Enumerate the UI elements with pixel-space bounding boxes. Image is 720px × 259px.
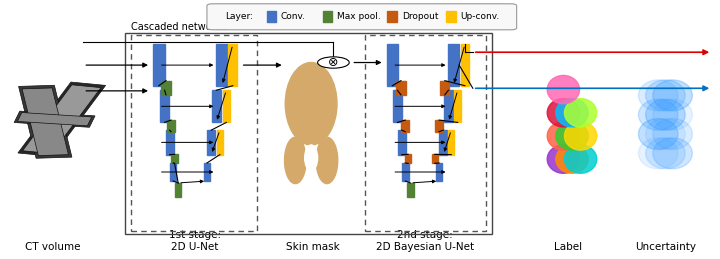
Bar — [461, 45, 469, 86]
Bar — [18, 82, 106, 156]
Ellipse shape — [639, 138, 678, 169]
FancyBboxPatch shape — [207, 4, 517, 30]
Bar — [446, 11, 456, 22]
Ellipse shape — [639, 119, 678, 149]
Bar — [392, 90, 402, 123]
Bar — [444, 90, 453, 123]
Ellipse shape — [646, 99, 685, 130]
Text: Up-conv.: Up-conv. — [461, 12, 500, 21]
Bar — [167, 120, 175, 132]
Bar — [402, 163, 408, 181]
Bar — [396, 81, 405, 95]
Bar — [216, 45, 228, 86]
Bar — [435, 120, 443, 132]
Bar — [401, 120, 409, 132]
Bar — [170, 163, 176, 181]
Bar — [387, 11, 397, 22]
Bar — [217, 130, 223, 155]
Ellipse shape — [639, 80, 678, 111]
Ellipse shape — [564, 145, 597, 173]
Ellipse shape — [564, 99, 597, 127]
Ellipse shape — [547, 145, 580, 173]
Bar — [407, 183, 413, 197]
Ellipse shape — [564, 122, 597, 150]
Bar — [448, 130, 454, 155]
Text: Dropout: Dropout — [402, 12, 438, 21]
Bar — [153, 45, 165, 86]
Bar — [204, 163, 210, 181]
Text: Max pool.: Max pool. — [337, 12, 381, 21]
Bar — [171, 154, 178, 163]
Ellipse shape — [646, 80, 685, 111]
Ellipse shape — [547, 99, 580, 127]
Ellipse shape — [653, 138, 693, 169]
Bar — [536, 55, 608, 222]
Bar — [436, 163, 442, 181]
Bar — [212, 90, 221, 123]
Ellipse shape — [646, 138, 685, 169]
Ellipse shape — [556, 145, 588, 173]
Bar — [19, 85, 72, 158]
Text: Conv.: Conv. — [281, 12, 306, 21]
Ellipse shape — [653, 80, 693, 111]
Text: Skin mask: Skin mask — [287, 242, 340, 252]
Ellipse shape — [639, 99, 678, 130]
Ellipse shape — [547, 75, 580, 104]
Bar — [405, 154, 411, 163]
Bar — [22, 85, 101, 154]
Text: 2nd stage:
2D Bayesian U-Net: 2nd stage: 2D Bayesian U-Net — [376, 230, 474, 252]
Bar — [175, 183, 181, 197]
Text: Cascaded networks: Cascaded networks — [131, 21, 226, 32]
Bar — [228, 45, 237, 86]
Ellipse shape — [285, 62, 337, 145]
Bar — [397, 130, 405, 155]
Text: Uncertainty: Uncertainty — [635, 242, 696, 252]
Text: ⊗: ⊗ — [328, 56, 338, 69]
Circle shape — [318, 57, 349, 68]
Bar — [222, 90, 230, 123]
Ellipse shape — [547, 122, 580, 150]
Ellipse shape — [646, 119, 685, 149]
Bar — [323, 11, 332, 22]
Bar — [631, 55, 699, 222]
Text: Label: Label — [554, 242, 582, 252]
Ellipse shape — [284, 137, 306, 184]
Bar — [448, 45, 459, 86]
Bar — [17, 113, 91, 126]
Text: 1st stage:
2D U-Net: 1st stage: 2D U-Net — [168, 230, 221, 252]
Text: Layer:: Layer: — [225, 12, 253, 21]
Bar — [454, 90, 462, 123]
Bar — [431, 154, 438, 163]
Ellipse shape — [556, 122, 588, 150]
Ellipse shape — [653, 119, 693, 149]
Bar — [161, 81, 171, 95]
Bar — [440, 81, 449, 95]
Bar — [166, 130, 174, 155]
Bar — [387, 45, 398, 86]
Bar — [22, 88, 68, 156]
Ellipse shape — [653, 99, 693, 130]
Bar — [266, 11, 276, 22]
Ellipse shape — [305, 145, 318, 171]
Bar — [207, 130, 215, 155]
Bar — [439, 130, 447, 155]
Ellipse shape — [556, 99, 588, 127]
Bar — [160, 90, 169, 123]
Ellipse shape — [316, 137, 338, 184]
Text: CT volume: CT volume — [24, 242, 80, 252]
Bar — [14, 111, 95, 127]
